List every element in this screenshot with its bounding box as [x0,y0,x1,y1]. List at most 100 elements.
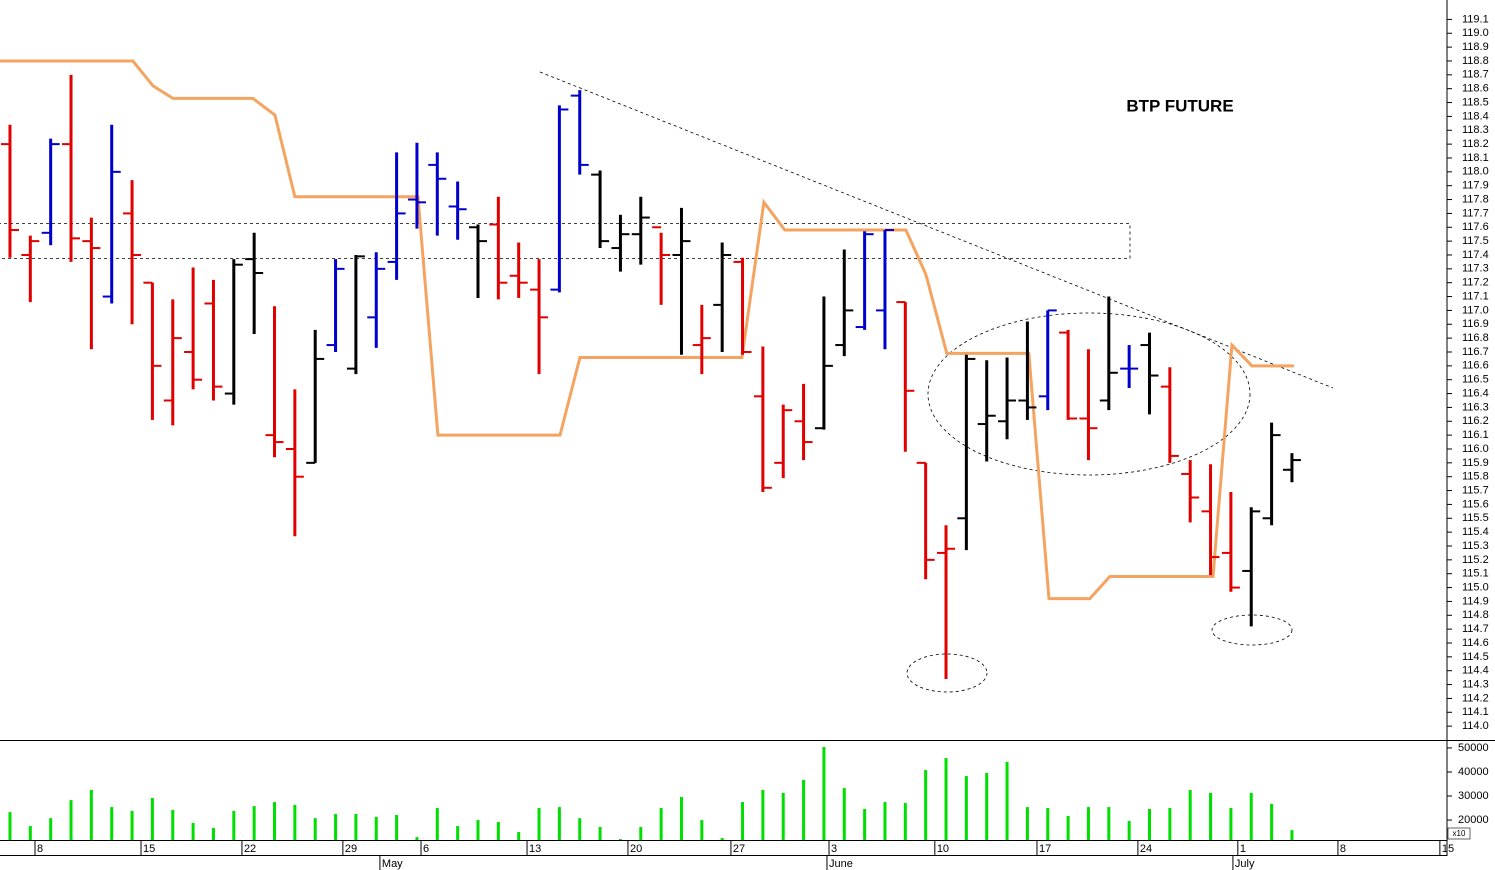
y-tick-label: 116.7 [1462,346,1489,358]
y-tick-label: 114.4 [1462,665,1489,677]
y-tick-label: 115.3 [1462,540,1489,552]
y-tick-label: 116.1 [1462,429,1489,441]
volume-bar [842,788,846,840]
volume-bar [1046,808,1050,840]
y-tick-label: 116.2 [1462,415,1489,427]
y-tick-label: 114.7 [1462,623,1489,635]
y-tick-label: 115.9 [1462,457,1489,469]
volume-bar [618,839,622,840]
y-tick-label: 116.4 [1462,387,1489,399]
volume-bar [985,772,989,840]
y-tick-label: 117.8 [1462,193,1489,205]
volume-bar [1025,807,1029,840]
y-tick-label: 116.9 [1462,318,1489,330]
volume-bar [578,818,582,840]
volume-bar [1127,821,1131,840]
range-box [0,223,1131,259]
volume-bar [1270,803,1274,840]
volume-bar [1168,808,1172,840]
y-tick-label: 114.8 [1462,609,1489,621]
y-tick-label: 114.5 [1462,651,1489,663]
volume-bar [679,796,683,840]
volume-bar [720,838,724,840]
volume-bar [456,826,460,840]
overlay-line [0,59,1294,601]
y-tick-label: 114.3 [1462,678,1489,690]
x-tick-label: 15 [1442,843,1454,855]
volume-bar [1005,761,1009,840]
month-label: June [829,858,853,870]
x-tick-label: 22 [244,843,256,855]
y-tick-label: 114.9 [1462,595,1489,607]
y-tick-label: 117.9 [1462,180,1489,192]
y-tick-label: 116.6 [1462,360,1489,372]
volume-bar [1107,807,1111,840]
volume-y-tick-label: 30000 [1458,790,1489,802]
x-tick-label: 24 [1140,843,1152,855]
volume-bar [639,827,643,840]
y-tick-label: 118.3 [1462,124,1489,136]
y-tick-label: 118.1 [1462,152,1489,164]
x-tick-label: 10 [937,843,949,855]
y-tick-label: 119.0 [1462,27,1489,39]
volume-bar [517,832,521,840]
volume-bar [28,826,32,840]
highlight-ellipse [906,653,988,693]
volume-bar [211,827,215,840]
highlight-ellipse [927,312,1251,476]
volume-bar [659,808,663,840]
y-tick-label: 119.1 [1462,13,1489,25]
volume-bar [761,790,765,840]
y-tick-label: 116.0 [1462,443,1489,455]
volume-bar [1148,808,1152,840]
volume-bar [313,818,317,840]
volume-bar [374,816,378,840]
y-tick-label: 118.6 [1462,83,1489,95]
y-tick-label: 117.6 [1462,221,1489,233]
y-tick-label: 118.0 [1462,166,1489,178]
x-tick-label: 6 [423,843,429,855]
y-tick-label: 118.2 [1462,138,1489,150]
volume-bar [496,821,500,840]
y-tick-label: 114.2 [1462,692,1489,704]
chart-title: BTP FUTURE [1126,96,1233,115]
y-tick-label: 115.4 [1462,526,1489,538]
unit-box [1447,827,1471,840]
volume-bar [741,802,745,840]
volume-y-tick-label: 50000 [1458,742,1489,754]
volume-bar [191,822,195,840]
volume-bar [435,808,439,840]
volume-y-tick-label: 20000 [1458,814,1489,826]
y-tick-label: 117.1 [1462,290,1489,302]
volume-bar [1086,807,1090,840]
y-tick-label: 117.2 [1462,277,1489,289]
y-tick-label: 115.5 [1462,512,1489,524]
y-tick-label: 116.3 [1462,401,1489,413]
volume-bar [1290,830,1294,840]
y-tick-label: 115.7 [1462,484,1489,496]
y-tick-label: 115.1 [1462,568,1489,580]
volume-bar [49,818,53,840]
volume-bar [89,790,93,840]
y-tick-label: 117.5 [1462,235,1489,247]
x-tick-label: 20 [630,843,642,855]
volume-bar [1188,790,1192,840]
y-tick-label: 114.6 [1462,637,1489,649]
y-tick-label: 117.0 [1462,304,1489,316]
volume-bar [395,815,399,840]
y-tick-label: 118.7 [1462,69,1489,81]
y-tick-label: 117.3 [1462,263,1489,275]
volume-bar [598,827,602,840]
y-tick-label: 114.1 [1462,706,1489,718]
volume-bar [232,810,236,840]
volume-bar [557,807,561,840]
month-label: July [1235,858,1255,870]
volume-bar [1229,808,1233,840]
volume-bar [1209,792,1213,840]
x-tick-label: 8 [37,843,43,855]
y-tick-label: 118.4 [1462,110,1489,122]
volume-bar [8,812,12,840]
highlight-ellipse [1211,614,1293,646]
